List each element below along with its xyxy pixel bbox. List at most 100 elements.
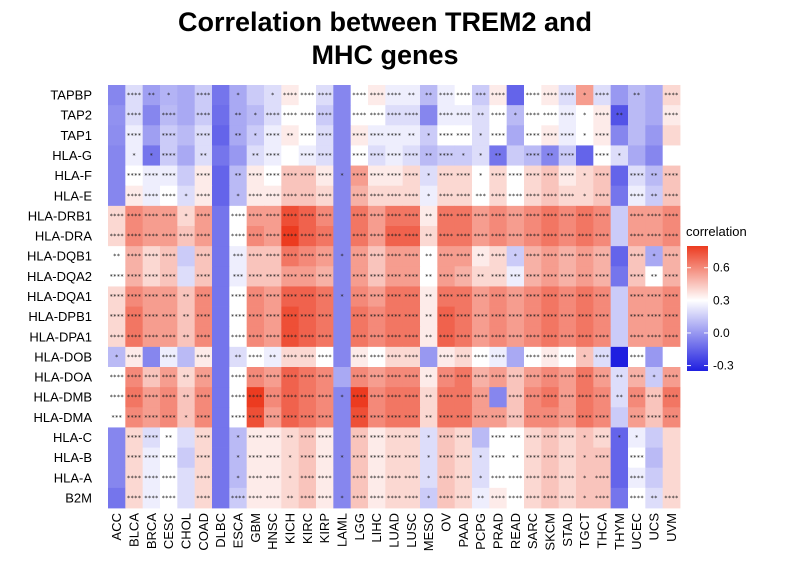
significance-mark: **** [352,455,367,462]
heatmap-cell [576,447,594,469]
heatmap-cell [316,367,334,388]
significance-mark: **** [127,92,142,99]
heatmap-cell [662,205,681,227]
heatmap-cell [385,346,404,368]
heatmap-cell [350,105,369,126]
heatmap-cell [402,427,421,448]
significance-mark: **** [473,233,488,240]
heatmap-cell [316,346,334,368]
heatmap-cell [662,85,681,106]
significance-mark: **** [456,414,471,421]
significance-mark: **** [231,213,246,220]
significance-mark: **** [456,455,471,462]
significance-mark: **** [491,132,506,139]
significance-mark: **** [300,193,315,200]
heatmap-cell [489,407,508,428]
heatmap-cell [368,165,386,187]
significance-mark: **** [508,193,523,200]
heatmap-cell [281,205,300,227]
heatmap-cell [454,145,473,166]
heatmap-cell [420,286,438,307]
heatmap-cell [593,266,612,287]
heatmap-cell [593,226,612,247]
heatmap-cell [229,145,248,166]
heatmap-cell [645,185,664,207]
heatmap-cell [194,367,213,388]
heatmap-cell [212,266,230,287]
significance-mark: **** [317,414,332,421]
y-tick-label: HLA-F [54,168,92,183]
heatmap-cell [402,125,421,146]
significance-mark: **** [196,354,211,361]
heatmap-cell [333,266,352,287]
significance-mark: **** [387,153,402,160]
significance-mark: **** [317,112,332,119]
significance-mark: **** [369,455,384,462]
significance-mark: **** [664,173,679,180]
heatmap-cell [437,205,456,227]
significance-mark: **** [196,273,211,280]
heatmap-cell [385,407,404,428]
significance-mark: * [340,455,344,462]
significance-mark: **** [508,233,523,240]
heatmap-cell [142,487,161,509]
significance-mark: **** [317,193,332,200]
heatmap-cell [472,367,490,388]
heatmap-cell [281,427,300,448]
heatmap-cell [420,266,438,287]
significance-mark: **** [109,294,124,301]
heatmap-cell [420,145,438,166]
significance-mark: **** [560,173,575,180]
significance-mark: **** [456,112,471,119]
significance-mark: **** [283,173,298,180]
significance-mark: **** [664,294,679,301]
heatmap-cell [437,165,456,187]
heatmap-cell [420,85,438,106]
heatmap-cell [281,326,300,348]
heatmap-cell [645,105,664,126]
significance-mark: **** [439,233,454,240]
heatmap-cell [142,226,161,247]
heatmap-cell [229,185,248,207]
heatmap-cell [628,407,646,428]
significance-mark: **** [300,475,315,482]
heatmap-cell [246,467,265,489]
heatmap-cell [142,145,161,166]
heatmap-cell [229,427,248,448]
heatmap-cell [541,387,560,408]
significance-mark: **** [439,455,454,462]
significance-mark: **** [300,334,315,341]
heatmap-cell [368,226,386,247]
heatmap-cell [541,326,560,348]
significance-mark: **** [161,455,176,462]
heatmap-cell [454,185,473,207]
heatmap-cell [628,226,646,247]
heatmap-cell [628,346,646,368]
heatmap-cell [576,105,594,126]
heatmap-cell [489,367,508,388]
heatmap-cell [610,125,629,146]
significance-mark: **** [491,92,506,99]
x-tick-label: PRAD [491,513,506,549]
heatmap-cell [454,226,473,247]
heatmap-cell [454,125,473,146]
heatmap-cell [281,105,300,126]
heatmap-cell [524,85,542,106]
significance-mark: **** [543,354,558,361]
heatmap-cell [437,185,456,207]
significance-mark: **** [525,193,540,200]
heatmap-cell [142,467,161,489]
significance-mark: **** [387,334,402,341]
significance-mark: **** [473,213,488,220]
significance-mark: **** [144,213,159,220]
heatmap-cells [108,85,681,509]
significance-mark: **** [491,233,506,240]
heatmap-cell [524,125,542,146]
heatmap-cell [316,427,334,448]
heatmap-cell [506,487,525,509]
x-tick-label: TGCT [577,513,592,548]
significance-mark: **** [265,435,280,442]
heatmap-cell [350,185,369,207]
heatmap-cell [212,306,230,328]
significance-mark: **** [525,374,540,381]
